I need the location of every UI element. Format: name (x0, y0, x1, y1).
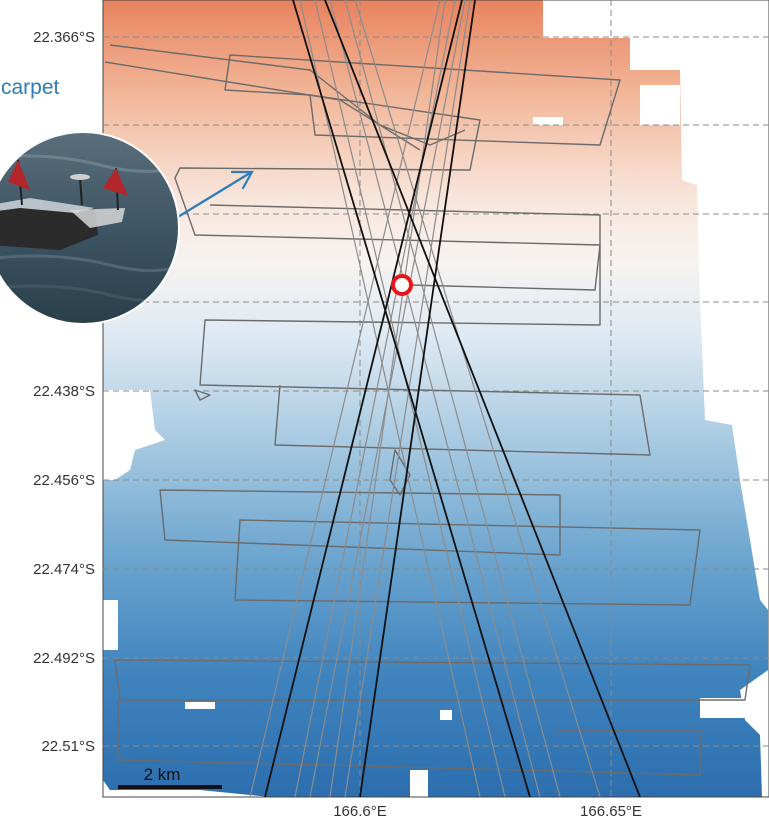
scale-bar: 2 km (118, 765, 222, 789)
lat-label-2: 22.438°S (33, 383, 95, 400)
lon-label-2: 166.65°E (580, 803, 642, 820)
scale-bar-label: 2 km (144, 765, 181, 784)
lat-label-3: 22.456°S (33, 472, 95, 489)
lat-label-6: 22.51°S (41, 738, 95, 755)
plot-frame (102, 0, 769, 798)
target-marker (391, 274, 413, 296)
lat-label-1: 22.366°S (33, 29, 95, 46)
glider-tracks (104, 44, 751, 776)
inset-arrow (166, 170, 254, 225)
transect-lines (249, 0, 641, 797)
inset-label: carpet (1, 76, 60, 99)
lon-label-1: 166.6°E (333, 803, 387, 820)
lat-label-4: 22.474°S (33, 561, 95, 578)
lat-label-5: 22.492°S (33, 650, 95, 667)
